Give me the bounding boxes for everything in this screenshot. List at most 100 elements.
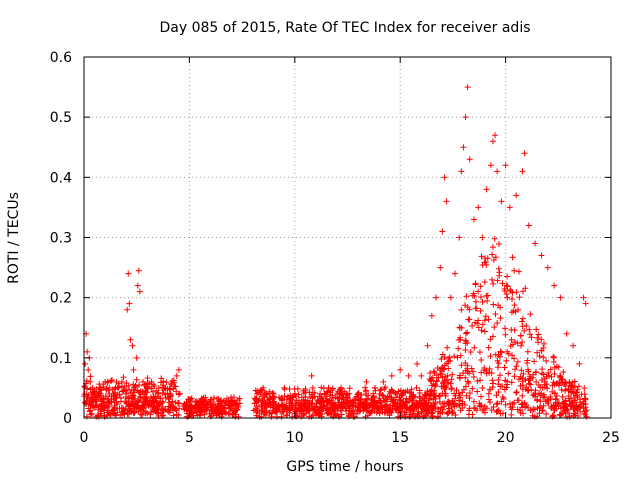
data-point bbox=[464, 340, 471, 347]
data-point bbox=[578, 401, 585, 408]
data-point bbox=[273, 407, 280, 414]
data-point bbox=[464, 368, 471, 375]
data-point bbox=[344, 402, 351, 409]
data-point bbox=[504, 283, 511, 290]
data-point bbox=[550, 358, 557, 365]
data-point bbox=[447, 294, 454, 301]
data-point bbox=[100, 383, 107, 390]
data-point bbox=[477, 283, 484, 290]
data-point bbox=[128, 403, 135, 410]
data-point bbox=[527, 311, 534, 318]
data-point bbox=[371, 384, 378, 391]
data-point bbox=[535, 331, 542, 338]
data-point bbox=[540, 402, 547, 409]
data-point bbox=[409, 402, 416, 409]
data-point bbox=[514, 397, 521, 404]
data-point bbox=[475, 288, 482, 295]
data-point bbox=[271, 398, 278, 405]
data-point bbox=[418, 409, 425, 416]
data-point bbox=[456, 324, 463, 331]
data-point bbox=[302, 398, 309, 405]
data-point bbox=[502, 401, 509, 408]
data-point bbox=[364, 401, 371, 408]
data-point bbox=[438, 356, 445, 363]
data-point bbox=[513, 289, 520, 296]
data-point bbox=[125, 401, 132, 408]
data-point bbox=[567, 382, 574, 389]
data-point bbox=[317, 398, 324, 405]
data-point bbox=[540, 371, 547, 378]
data-point bbox=[316, 411, 323, 418]
data-point bbox=[466, 156, 473, 163]
data-point bbox=[387, 408, 394, 415]
data-point bbox=[573, 402, 580, 409]
data-point bbox=[125, 270, 132, 277]
data-point bbox=[506, 204, 513, 211]
data-point bbox=[436, 398, 443, 405]
data-point bbox=[127, 408, 134, 415]
data-point bbox=[534, 335, 541, 342]
data-point bbox=[493, 401, 500, 408]
data-point bbox=[300, 387, 307, 394]
data-point bbox=[483, 261, 490, 268]
data-point bbox=[511, 302, 518, 309]
data-point bbox=[381, 385, 388, 392]
data-point bbox=[352, 403, 359, 410]
data-point bbox=[363, 378, 370, 385]
data-point bbox=[266, 409, 273, 416]
data-point bbox=[491, 324, 498, 331]
data-point bbox=[388, 396, 395, 403]
data-point bbox=[466, 316, 473, 323]
data-point bbox=[531, 391, 538, 398]
data-point bbox=[386, 412, 393, 419]
data-point bbox=[144, 384, 151, 391]
data-point bbox=[199, 395, 206, 402]
data-point bbox=[441, 174, 448, 181]
data-point bbox=[527, 331, 534, 338]
data-point bbox=[449, 409, 456, 416]
data-point bbox=[504, 294, 511, 301]
data-point bbox=[212, 407, 219, 414]
data-point bbox=[449, 371, 456, 378]
data-point bbox=[442, 373, 449, 380]
data-point bbox=[300, 406, 307, 413]
data-point bbox=[543, 411, 550, 418]
data-point bbox=[406, 398, 413, 405]
data-point bbox=[480, 406, 487, 413]
data-point bbox=[489, 333, 496, 340]
data-point bbox=[521, 327, 528, 334]
data-point bbox=[550, 353, 557, 360]
data-point bbox=[462, 114, 469, 121]
data-point bbox=[581, 385, 588, 392]
x-tick-label: 10 bbox=[286, 430, 304, 446]
data-point bbox=[140, 378, 147, 385]
data-point bbox=[509, 254, 516, 261]
data-point bbox=[252, 406, 259, 413]
data-point bbox=[149, 406, 156, 413]
data-point bbox=[526, 377, 533, 384]
data-point bbox=[176, 405, 183, 412]
data-point bbox=[533, 379, 540, 386]
data-point bbox=[211, 404, 218, 411]
data-point bbox=[147, 411, 154, 418]
data-point bbox=[102, 378, 109, 385]
data-point bbox=[466, 389, 473, 396]
data-point bbox=[485, 396, 492, 403]
data-point bbox=[84, 348, 91, 355]
data-point bbox=[460, 386, 467, 393]
data-point bbox=[144, 397, 151, 404]
data-point bbox=[456, 234, 463, 241]
data-point bbox=[464, 329, 471, 336]
data-point bbox=[433, 294, 440, 301]
data-point bbox=[389, 387, 396, 394]
data-point bbox=[464, 84, 471, 91]
data-point bbox=[576, 360, 583, 367]
data-point bbox=[551, 371, 558, 378]
data-point bbox=[506, 400, 513, 407]
data-point bbox=[128, 387, 135, 394]
data-point bbox=[499, 410, 506, 417]
data-point bbox=[495, 407, 502, 414]
data-point bbox=[251, 395, 258, 402]
data-point bbox=[319, 411, 326, 418]
data-point bbox=[511, 267, 518, 274]
